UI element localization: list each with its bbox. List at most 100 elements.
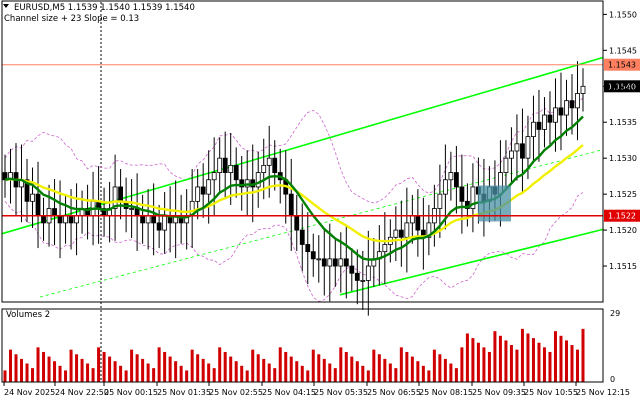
candle-body [338, 258, 344, 267]
candle-body [580, 85, 586, 94]
candle-body [294, 215, 300, 231]
volume-bar [102, 351, 106, 382]
candle-body [316, 258, 322, 261]
volume-bar [251, 349, 255, 382]
candle-body [211, 172, 217, 181]
volume-bar [20, 358, 24, 382]
volume-bar [487, 351, 491, 382]
volume-bars [3, 328, 585, 382]
y-tick-label: 1.1550 [609, 10, 637, 19]
candle-body [206, 179, 212, 195]
candle-body [35, 193, 41, 217]
candle-body [393, 229, 399, 238]
volume-bar [377, 354, 381, 382]
volume-bar [410, 356, 414, 382]
candle-body [409, 215, 415, 224]
volume-bar [86, 363, 90, 382]
volume-bar [174, 361, 178, 382]
volume-bar [520, 328, 524, 382]
volume-bar [179, 365, 183, 382]
symbol-header: EURUSD,M5 1.1539 1.1540 1.1539 1.1540 [14, 3, 195, 13]
volume-bar [245, 370, 249, 382]
volume-bar [581, 328, 585, 382]
channel-mid-line [39, 149, 604, 298]
candle-body [305, 244, 311, 253]
volume-bar [262, 358, 266, 382]
candle-body [437, 193, 443, 209]
candle-body [453, 172, 459, 188]
bollinger-upper [4, 97, 584, 204]
volume-bar [449, 363, 453, 382]
volume-bar [207, 363, 211, 382]
candle-body [470, 186, 476, 209]
indicator-header: Channel size + 23 Slope = 0.13 [4, 14, 139, 24]
x-tick-label: 25 Nov 04:15 [262, 388, 316, 397]
volume-bar [256, 354, 260, 382]
x-tick-label: 25 Nov 05:35 [314, 388, 368, 397]
volume-bar [196, 354, 200, 382]
y-tick-label: 1.1520 [609, 226, 637, 235]
volume-bar [185, 370, 189, 382]
candle-body [68, 215, 74, 224]
volume-bar [405, 351, 409, 382]
x-tick-label: 25 Nov 10:55 [524, 388, 578, 397]
candle-body [74, 215, 79, 224]
volume-bar [454, 368, 458, 382]
candle-body [255, 172, 261, 188]
candle-body [536, 121, 542, 130]
volume-bar [570, 345, 574, 382]
candle-body [404, 222, 410, 238]
volume-bar [267, 363, 271, 382]
volume-bar [416, 361, 420, 382]
volume-bar [234, 361, 238, 382]
candle-body [233, 164, 239, 181]
candle-body [24, 179, 30, 202]
current-price-tag-bg [604, 80, 640, 93]
candle-body [415, 215, 421, 231]
volume-bar [498, 335, 502, 382]
volume-bar [119, 365, 123, 382]
volume-bar [350, 356, 354, 382]
volume-bar [311, 349, 315, 382]
candle-body [195, 186, 201, 202]
volume-bar [531, 338, 535, 382]
volume-bar [273, 368, 277, 382]
candle-body [310, 251, 316, 260]
volume-bar [53, 361, 57, 382]
volume-bar [460, 347, 464, 382]
volume-bar [58, 365, 62, 382]
channel-upper-line [1, 56, 604, 235]
candle-body [542, 114, 547, 130]
volume-bar [383, 358, 387, 382]
volume-bar [69, 349, 73, 382]
candle-body [30, 193, 35, 202]
candles [2, 61, 586, 316]
volume-bar [141, 358, 145, 382]
candle-body [112, 186, 118, 209]
moving-averages [4, 115, 584, 261]
y-tick-label: 1.1525 [609, 190, 637, 199]
volume-bar [542, 347, 546, 382]
volume-bar [399, 347, 403, 382]
x-tick-label: 25 Nov 06:55 [367, 388, 421, 397]
volume-bar [201, 358, 205, 382]
volume-bar [537, 342, 541, 382]
candle-body [503, 157, 509, 173]
volume-bar [97, 347, 101, 382]
volume-bar [559, 335, 563, 382]
volume-bar [355, 361, 359, 382]
y-tick-label: 1.1540 [609, 82, 637, 91]
volume-bar [284, 351, 288, 382]
candle-body [448, 172, 454, 181]
volume-bar [3, 370, 7, 382]
volume-bar [575, 349, 579, 382]
volume-bar [333, 368, 337, 382]
candle-body [41, 215, 46, 224]
volume-bar [482, 347, 486, 382]
candle-body [426, 222, 432, 238]
candle-body [365, 265, 371, 281]
volume-bar [168, 356, 172, 382]
volume-bar [317, 354, 321, 382]
candle-body [200, 186, 206, 195]
volume-bar [14, 354, 18, 382]
